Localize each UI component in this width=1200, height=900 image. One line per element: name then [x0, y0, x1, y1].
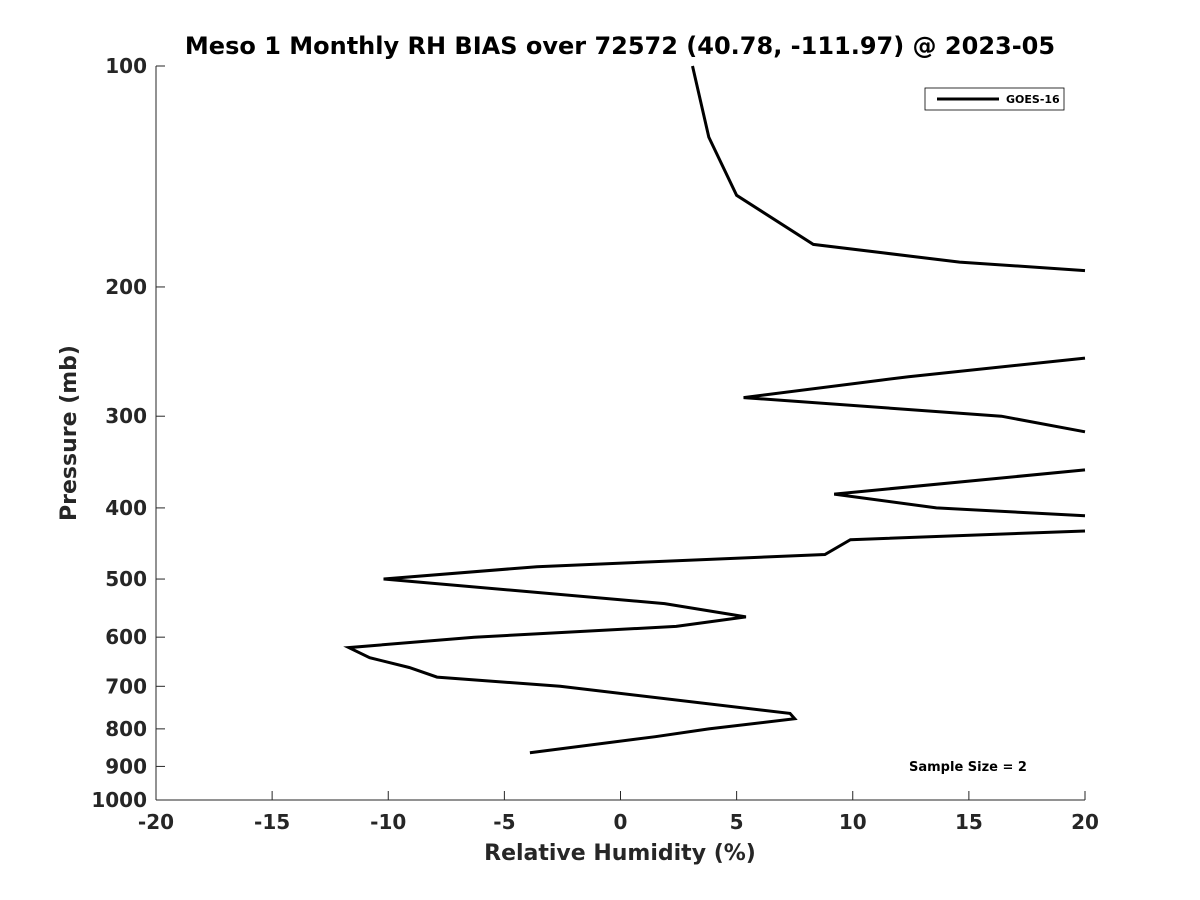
- x-tick-label: -5: [493, 810, 515, 834]
- y-tick-label: 200: [105, 275, 147, 299]
- y-tick-label: 800: [105, 717, 147, 741]
- y-tick-label: 100: [105, 54, 147, 78]
- sample-size-annotation: Sample Size = 2: [909, 760, 1027, 775]
- y-tick-label: 700: [105, 674, 147, 698]
- x-tick-label: -10: [370, 810, 406, 834]
- x-tick-label: 10: [839, 810, 867, 834]
- y-tick-label: 900: [105, 754, 147, 778]
- legend-label: GOES-16: [1006, 93, 1060, 106]
- x-tick-label: 20: [1071, 810, 1099, 834]
- x-tick-label: 5: [730, 810, 744, 834]
- x-tick-label: -15: [254, 810, 290, 834]
- y-tick-label: 300: [105, 404, 147, 428]
- axes: -20 -15 -10 -5 0 5 10 15 20 100 200 300 400 500 600 700…: [91, 54, 1099, 834]
- y-tick-label: 400: [105, 496, 147, 520]
- plot-area: [156, 66, 1085, 800]
- x-tick-label: -20: [138, 810, 174, 834]
- x-axis-label: Relative Humidity (%): [484, 841, 756, 866]
- series-layer: [343, 65, 1086, 755]
- chart-title: Meso 1 Monthly RH BIAS over 72572 (40.78…: [185, 32, 1055, 60]
- x-tick-label: 15: [955, 810, 983, 834]
- y-axis-label: Pressure (mb): [57, 345, 82, 521]
- y-tick-label: 500: [105, 567, 147, 591]
- series-line-goes-16: [691, 65, 1086, 273]
- x-tick-label: 0: [614, 810, 628, 834]
- y-tick-label: 1000: [91, 788, 147, 812]
- series-line-goes-16: [833, 468, 1086, 518]
- series-line-goes-16: [343, 529, 1086, 755]
- y-tick-label: 600: [105, 625, 147, 649]
- series-line-goes-16: [743, 356, 1086, 434]
- legend: GOES-16: [924, 87, 1065, 111]
